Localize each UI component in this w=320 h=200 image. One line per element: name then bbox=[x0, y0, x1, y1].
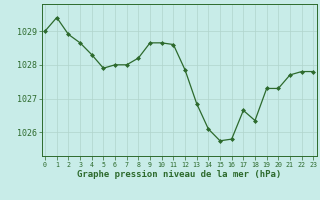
X-axis label: Graphe pression niveau de la mer (hPa): Graphe pression niveau de la mer (hPa) bbox=[77, 170, 281, 179]
